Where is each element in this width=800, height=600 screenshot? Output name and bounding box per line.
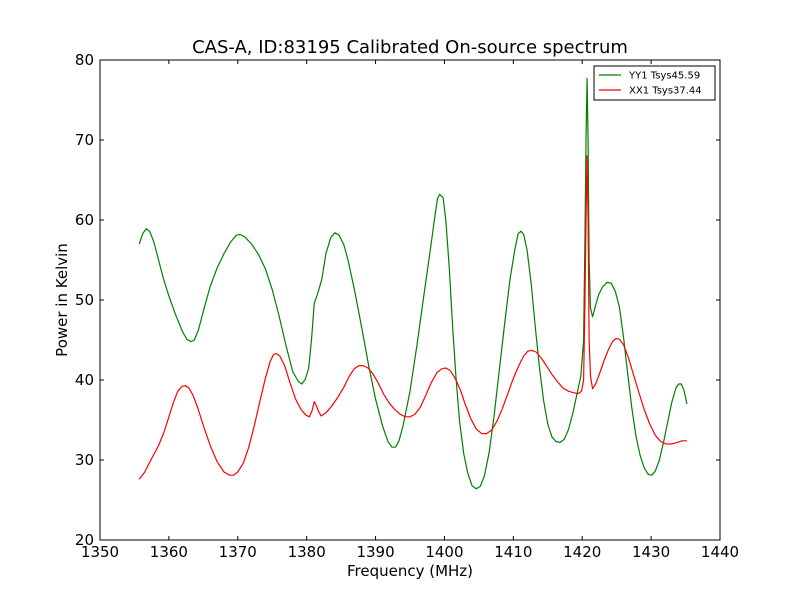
series-line-2 <box>138 155 687 480</box>
x-tick-label: 1400 <box>425 543 463 561</box>
y-tick-label: 70 <box>75 131 94 149</box>
x-tick-label: 1390 <box>356 543 394 561</box>
y-tick-label: 60 <box>75 211 94 229</box>
x-tick-label: 1410 <box>494 543 532 561</box>
chart-legend: YY1 Tsys45.59 XX1 Tsys37.44 <box>593 65 716 101</box>
series-line-1 <box>138 77 688 490</box>
y-tick-label: 50 <box>75 291 94 309</box>
legend-label-1: YY1 Tsys45.59 <box>628 71 700 82</box>
x-axis-label: Frequency (MHz) <box>347 562 473 580</box>
series-layer <box>138 77 688 490</box>
x-tick-label: 1350 <box>81 543 119 561</box>
x-axis-ticks: 1350 1360 1370 1380 1390 1400 1410 1420 1430 1440 <box>81 60 739 561</box>
x-tick-label: 1370 <box>219 543 257 561</box>
y-axis-label: Power in Kelvin <box>53 243 71 357</box>
y-tick-label: 40 <box>75 371 94 389</box>
y-tick-label: 80 <box>75 51 94 69</box>
x-tick-label: 1360 <box>150 543 188 561</box>
plot-area <box>100 60 720 540</box>
legend-box <box>593 65 716 101</box>
x-tick-label: 1420 <box>563 543 601 561</box>
chart-title: CAS-A, ID:83195 Calibrated On-source spe… <box>192 37 628 58</box>
x-tick-label: 1440 <box>701 543 739 561</box>
x-tick-label: 1430 <box>632 543 670 561</box>
y-tick-label: 20 <box>75 531 94 549</box>
y-tick-label: 30 <box>75 451 94 469</box>
legend-label-2: XX1 Tsys37.44 <box>629 86 702 97</box>
y-axis-ticks: 20 30 40 50 60 70 80 <box>75 51 720 549</box>
x-tick-label: 1380 <box>288 543 326 561</box>
